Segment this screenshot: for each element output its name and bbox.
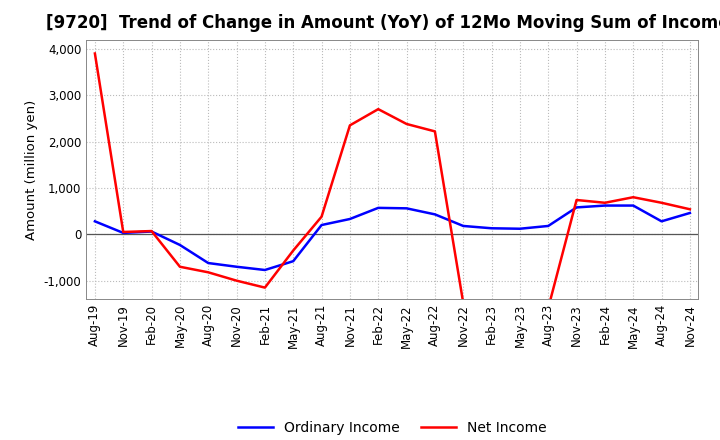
Ordinary Income [544,224,552,229]
Net Income [318,214,326,219]
Ordinary Income [629,203,637,208]
Ordinary Income [374,205,382,210]
Net Income [516,306,524,311]
Net Income [487,304,496,310]
Ordinary Income [119,230,127,235]
Net Income [346,123,354,128]
Ordinary Income [289,259,297,264]
Net Income [204,270,212,275]
Net Income [289,248,297,253]
Line: Net Income: Net Income [95,54,690,308]
Title: [9720]  Trend of Change in Amount (YoY) of 12Mo Moving Sum of Incomes: [9720] Trend of Change in Amount (YoY) o… [45,15,720,33]
Net Income [431,129,439,134]
Line: Ordinary Income: Ordinary Income [95,205,690,270]
Net Income [544,305,552,311]
Ordinary Income [402,205,411,211]
Ordinary Income [516,226,524,231]
Net Income [119,229,127,235]
Ordinary Income [685,210,694,216]
Ordinary Income [233,264,241,269]
Ordinary Income [600,203,609,208]
Ordinary Income [176,242,184,248]
Ordinary Income [572,205,581,210]
Ordinary Income [657,219,666,224]
Ordinary Income [459,224,467,229]
Ordinary Income [431,212,439,217]
Ordinary Income [148,229,156,234]
Ordinary Income [346,216,354,222]
Net Income [459,300,467,305]
Net Income [374,106,382,112]
Net Income [261,285,269,290]
Net Income [657,200,666,205]
Legend: Ordinary Income, Net Income: Ordinary Income, Net Income [233,415,552,440]
Y-axis label: Amount (million yen): Amount (million yen) [25,99,38,239]
Net Income [685,207,694,212]
Ordinary Income [91,219,99,224]
Ordinary Income [318,222,326,227]
Ordinary Income [261,268,269,273]
Ordinary Income [204,260,212,266]
Net Income [233,278,241,283]
Net Income [91,51,99,56]
Net Income [148,228,156,234]
Net Income [402,121,411,127]
Net Income [176,264,184,269]
Ordinary Income [487,226,496,231]
Net Income [629,194,637,200]
Net Income [572,198,581,203]
Net Income [600,200,609,205]
